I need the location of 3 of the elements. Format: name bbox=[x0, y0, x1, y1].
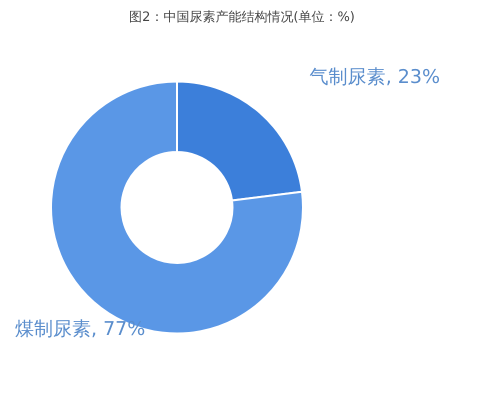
chart-title: 图2：中国尿素产能结构情况(单位：%) bbox=[128, 9, 356, 26]
slice-label: 煤制尿素, 77% bbox=[15, 318, 146, 340]
slice-label: 气制尿素, 23% bbox=[310, 66, 440, 88]
